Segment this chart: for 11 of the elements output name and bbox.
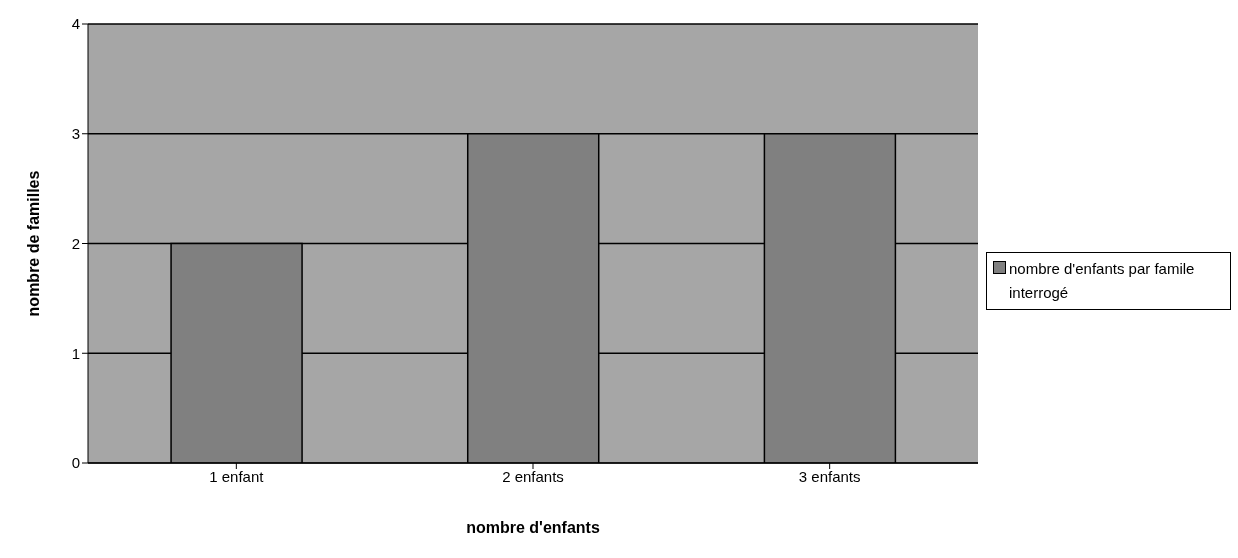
y-tick-label: 2 — [71, 234, 80, 252]
x-axis-title: nombre d'enfants — [466, 519, 600, 536]
x-tick-label: 2 enfants — [502, 467, 564, 485]
y-tick-label: 1 — [71, 344, 80, 362]
y-tick-label: 4 — [71, 15, 80, 33]
y-tick-label: 3 — [71, 125, 80, 143]
y-tick-label: 0 — [71, 454, 80, 472]
legend-label: nombre d'enfants par famile interrogé — [1009, 258, 1196, 303]
x-tick-label: 1 enfant — [209, 467, 265, 485]
y-axis-title: nombre de familles — [24, 170, 42, 317]
x-tick-label: 3 enfants — [798, 467, 861, 485]
